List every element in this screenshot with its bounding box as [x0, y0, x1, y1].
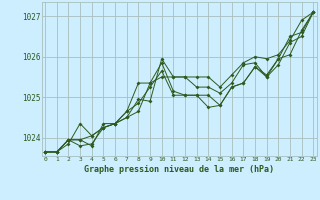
X-axis label: Graphe pression niveau de la mer (hPa): Graphe pression niveau de la mer (hPa) [84, 165, 274, 174]
